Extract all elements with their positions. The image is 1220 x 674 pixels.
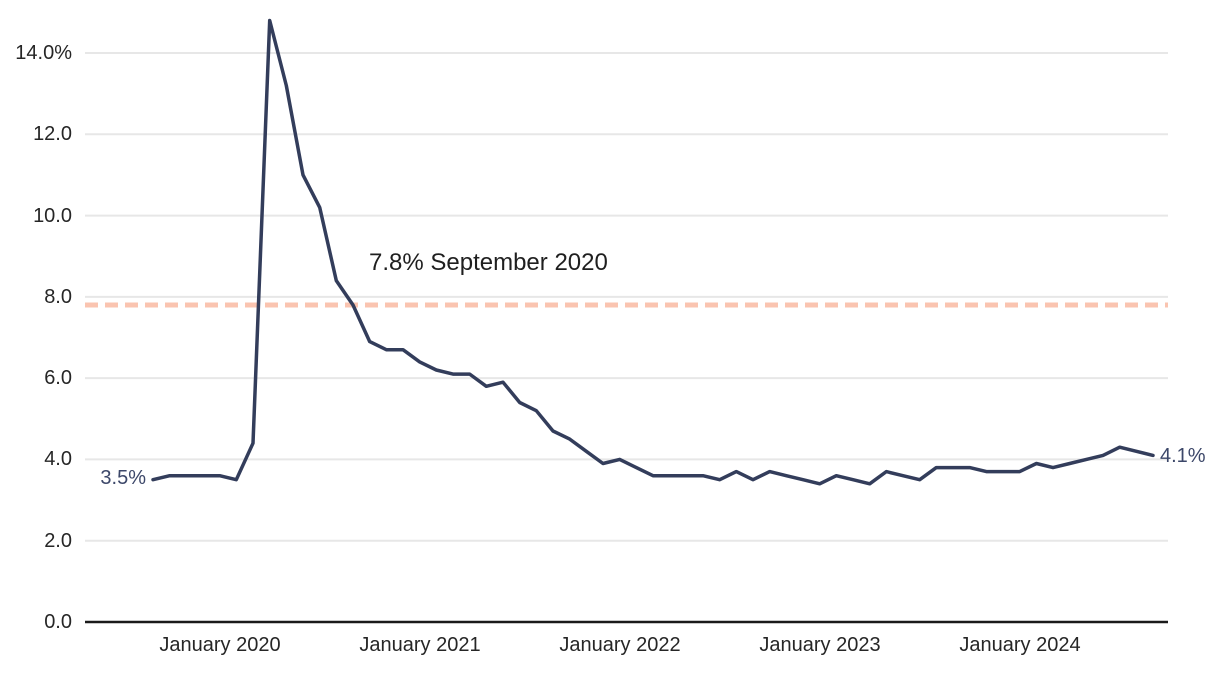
end-point-label: 4.1% [1160,445,1206,467]
y-axis-tick-label: 2.0 [44,530,72,552]
y-axis-tick-label: 6.0 [44,367,72,389]
start-point-label: 3.5% [100,467,146,489]
x-axis-tick-label: January 2020 [159,634,281,656]
x-axis-tick-label: January 2022 [559,634,681,656]
y-axis-tick-label: 10.0 [33,205,72,227]
unemployment-line [151,18,1155,486]
y-axis-tick-label: 8.0 [44,286,72,308]
x-axis-tick-label: January 2024 [959,634,1081,656]
y-axis-tick-label: 12.0 [33,123,72,145]
annotation-label: 7.8% September 2020 [369,249,608,276]
x-axis-tick-label: January 2023 [759,634,881,656]
y-axis-tick-label: 14.0% [15,42,72,64]
x-axis-tick-label: January 2021 [359,634,481,656]
y-axis-tick-label: 4.0 [44,448,72,470]
y-axis-tick-label: 0.0 [44,611,72,633]
